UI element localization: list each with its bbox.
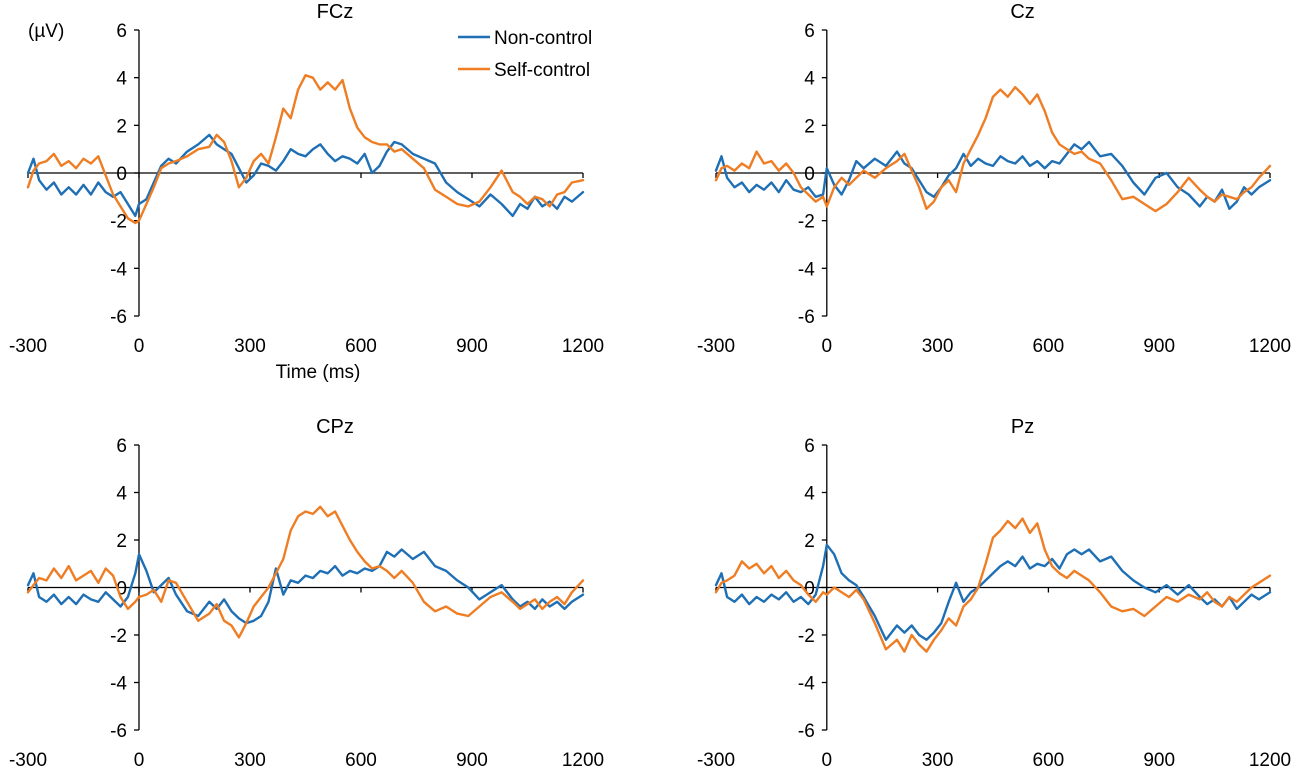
y-unit-label: (µV) — [28, 21, 64, 42]
y-tick-label-fcz: -4 — [110, 259, 127, 280]
y-tick-label-cz: 0 — [804, 164, 815, 185]
x-tick-label-cz: 0 — [822, 336, 833, 357]
y-tick-label-pz: -2 — [798, 626, 815, 647]
x-tick-label-pz: 0 — [822, 750, 833, 771]
x-tick-label-fcz: 900 — [456, 336, 488, 357]
y-tick-label-fcz: 4 — [116, 69, 127, 90]
legend: Non-control Self-control — [458, 28, 592, 81]
x-tick-label-fcz: 0 — [134, 336, 145, 357]
x-tick-label-cz: 600 — [1033, 336, 1065, 357]
x-tick-label-pz: 300 — [922, 750, 954, 771]
series-line-non-control-fcz — [26, 133, 585, 218]
legend-label-self-control: Self-control — [494, 60, 590, 81]
y-tick-label-cpz: -4 — [110, 674, 127, 695]
x-tick-label-cz: 900 — [1143, 336, 1175, 357]
series-line-non-control-cpz — [26, 548, 585, 625]
x-tick-label-fcz: -300 — [9, 336, 47, 357]
x-tick-label-cpz: 300 — [234, 750, 266, 771]
x-tick-label-fcz: 300 — [234, 336, 266, 357]
x-tick-label-cz: -300 — [697, 336, 735, 357]
x-tick-label-pz: 600 — [1033, 750, 1065, 771]
y-tick-label-cz: -2 — [798, 212, 815, 233]
panel-title-pz: Pz — [1011, 416, 1034, 438]
series-line-self-control-cz — [714, 85, 1272, 213]
series-line-self-control-pz — [714, 517, 1272, 653]
x-tick-label-cz: 1200 — [1249, 336, 1291, 357]
y-tick-label-cpz: -6 — [110, 721, 127, 742]
y-tick-label-cpz: 0 — [116, 579, 127, 600]
y-tick-label-pz: 6 — [804, 436, 815, 457]
panel-title-cpz: CPz — [316, 416, 354, 438]
series-line-self-control-cpz — [26, 505, 585, 639]
series-line-self-control-fcz — [26, 74, 585, 225]
y-tick-label-pz: -6 — [798, 721, 815, 742]
x-tick-label-cpz: -300 — [9, 750, 47, 771]
x-tick-label-pz: 1200 — [1249, 750, 1291, 771]
x-tick-label-pz: -300 — [697, 750, 735, 771]
y-tick-label-pz: 2 — [804, 531, 815, 552]
panel-cpz: 6 4 2 0 -2 -4 -6 -300 0 300 600 900 1200 CPz — [9, 416, 604, 771]
y-tick-label-pz: 0 — [804, 579, 815, 600]
panel-title-fcz: FCz — [317, 1, 354, 23]
panel-cz: 6 4 2 0 -2 -4 -6 -300 0 300 600 900 1200 Cz — [697, 1, 1291, 357]
y-tick-label-cz: 6 — [804, 21, 815, 42]
legend-label-non-control: Non-control — [494, 28, 592, 49]
x-tick-label-pz: 900 — [1143, 750, 1175, 771]
x-tick-label-cz: 300 — [922, 336, 954, 357]
y-tick-label-pz: -4 — [798, 674, 815, 695]
y-tick-label-cz: 4 — [804, 69, 815, 90]
x-tick-label-cpz: 0 — [134, 750, 145, 771]
x-tick-label-fcz: 600 — [345, 336, 377, 357]
y-tick-label-fcz: 6 — [116, 21, 127, 42]
panel-pz: 6 4 2 0 -2 -4 -6 -300 0 300 600 900 1200 Pz — [697, 416, 1291, 771]
y-tick-label-pz: 4 — [804, 484, 815, 505]
x-tick-label-cpz: 600 — [345, 750, 377, 771]
y-tick-label-fcz: 2 — [116, 116, 127, 137]
y-tick-label-cz: 2 — [804, 116, 815, 137]
x-axis-label: Time (ms) — [276, 362, 361, 383]
y-tick-label-cz: -6 — [798, 307, 815, 328]
y-tick-label-cpz: 4 — [116, 484, 127, 505]
series-line-non-control-cz — [714, 140, 1272, 211]
panel-title-cz: Cz — [1010, 1, 1034, 23]
y-tick-label-fcz: 0 — [116, 164, 127, 185]
y-tick-label-cz: -4 — [798, 259, 815, 280]
y-tick-label-cpz: 6 — [116, 436, 127, 457]
x-tick-label-cpz: 900 — [456, 750, 488, 771]
y-tick-label-cpz: -2 — [110, 626, 127, 647]
series-line-non-control-pz — [714, 543, 1272, 641]
panel-fcz: 6 4 2 0 -2 -4 -6 -300 0 300 600 900 1200 FCz — [9, 1, 604, 357]
y-tick-label-cpz: 2 — [116, 531, 127, 552]
y-tick-label-fcz: -6 — [110, 307, 127, 328]
x-tick-label-cpz: 1200 — [562, 750, 604, 771]
x-tick-label-fcz: 1200 — [562, 336, 604, 357]
y-tick-label-fcz: -2 — [110, 212, 127, 233]
